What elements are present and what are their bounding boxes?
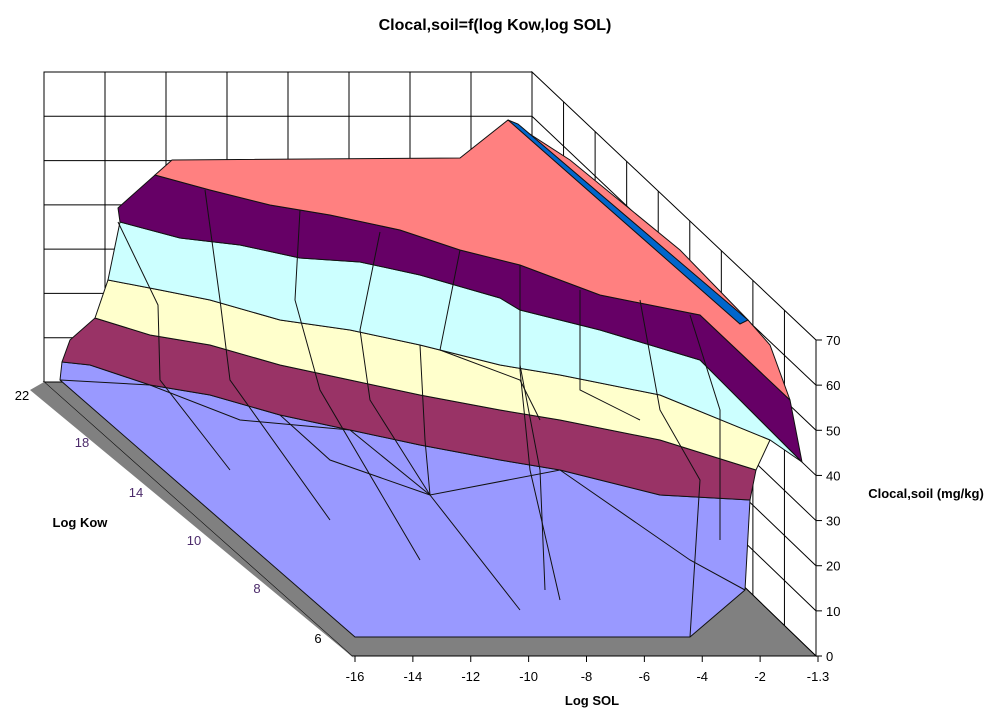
z-tick-label: 0 [826, 649, 833, 664]
mesh-line [419, 344, 431, 496]
z-tick-label: 50 [826, 423, 840, 438]
x-axis: -16 -14 -12 -10 -8 -6 -4 -2 -1.3 [346, 656, 829, 684]
mesh-line [439, 249, 541, 421]
x-tick-label: -12 [461, 669, 480, 684]
mesh-line [117, 221, 231, 471]
x-tick-label: -1.3 [807, 669, 829, 684]
mesh-line [279, 414, 431, 496]
y-tick-label: 22 [15, 388, 29, 403]
surface-band [507, 119, 749, 325]
surface-band [153, 119, 791, 401]
x-tick-label: -2 [754, 669, 766, 684]
x-tick-label: -14 [403, 669, 422, 684]
y-tick-label: 6 [314, 631, 321, 646]
x-tick-label: -6 [639, 669, 651, 684]
mesh-line [204, 189, 331, 521]
z-axis: 0 10 20 30 40 50 60 70 [816, 333, 840, 664]
y-tick-label: 14 [129, 485, 143, 500]
mesh-line [519, 364, 546, 591]
z-tick-label: 40 [826, 468, 840, 483]
mesh-line [59, 379, 746, 591]
z-tick-label: 30 [826, 514, 840, 529]
chart-floor-front [30, 382, 355, 659]
y-tick-label: 10 [187, 533, 201, 548]
x-tick-label: -10 [519, 669, 538, 684]
z-tick-label: 10 [826, 604, 840, 619]
mesh-line [294, 209, 421, 561]
surface-bands [59, 119, 803, 638]
y-tick-label: 8 [253, 581, 260, 596]
z-tick-label: 20 [826, 559, 840, 574]
x-tick-label: -8 [581, 669, 593, 684]
y-axis: 6 8 10 14 18 22 [15, 388, 322, 646]
y-axis-label: Log Kow [53, 515, 109, 530]
mesh-line [689, 314, 721, 540]
z-axis-label: Clocal,soil (mg/kg) [868, 486, 984, 501]
x-axis-label: Log SOL [565, 693, 619, 708]
z-tick-label: 70 [826, 333, 840, 348]
mesh-line [359, 231, 521, 611]
mesh-line [639, 299, 701, 638]
y-tick-label: 18 [75, 435, 89, 450]
chart-title: Clocal,soil=f(log Kow,log SOL) [379, 17, 612, 34]
mesh-line [519, 265, 561, 601]
x-tick-label: -4 [696, 669, 708, 684]
x-tick-label: -16 [346, 669, 365, 684]
z-tick-label: 60 [826, 378, 840, 393]
surface-mesh [59, 189, 746, 638]
mesh-line [579, 290, 641, 421]
